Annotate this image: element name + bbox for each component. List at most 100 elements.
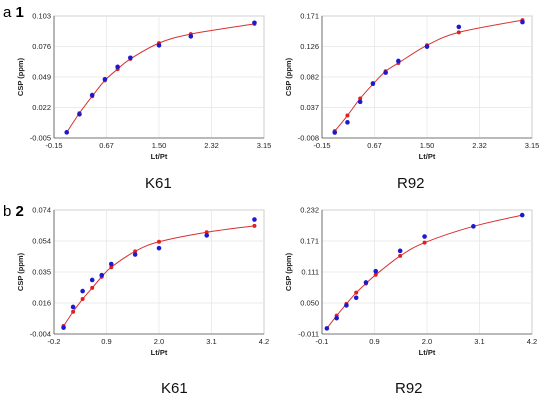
x-tick-label: 3.1 — [206, 337, 216, 346]
observed-point — [115, 64, 120, 70]
observed-point — [383, 70, 388, 75]
y-tick-label: 0.054 — [32, 237, 51, 246]
observed-point — [373, 268, 379, 274]
observed-point — [357, 99, 363, 105]
x-tick-label: 0.9 — [101, 337, 111, 346]
x-axis-title: Lt/Pt — [419, 348, 436, 357]
observed-point — [64, 130, 70, 135]
observed-point — [252, 20, 257, 26]
y-tick-label: 0.037 — [300, 103, 319, 112]
x-axis-title: Lt/Pt — [151, 348, 168, 357]
observed-point — [132, 252, 138, 257]
observed-point — [370, 81, 376, 86]
fitted-point — [90, 285, 95, 290]
observed-point — [252, 217, 257, 222]
observed-point — [422, 234, 427, 239]
x-axis-title: Lt/Pt — [151, 152, 168, 161]
section-letter: b — [3, 203, 12, 220]
observed-point — [70, 304, 76, 310]
y-axis-title: CSP (ppm) — [284, 252, 293, 291]
observed-point — [89, 92, 95, 98]
fitted-point — [358, 96, 363, 101]
observed-point — [363, 280, 369, 285]
x-axis-title: Lt/Pt — [419, 152, 436, 161]
section-letter: a — [3, 4, 12, 21]
chart-b2-k61: -0.2 0.9 2.0 3.1 4.2 -0.004 0.016 0.035 0.054 0.0… — [16, 206, 269, 358]
y-axis-title: CSP (ppm) — [16, 252, 25, 291]
observed-point — [108, 261, 114, 267]
observed-point — [520, 19, 525, 25]
x-tick-label: 2.32 — [204, 141, 219, 150]
fitted-point — [204, 230, 209, 235]
y-tick-label: 0.232 — [300, 206, 319, 215]
observed-point — [89, 277, 95, 283]
fitted-point — [133, 249, 138, 254]
x-tick-label: -0.15 — [45, 141, 62, 150]
observed-point — [332, 130, 338, 135]
y-tick-label: 0.049 — [32, 73, 51, 82]
chart-a1-r92: -0.15 0.67 1.50 2.32 3.15 -0.008 0.037 0.082 0.1… — [284, 12, 539, 162]
section-label-a1: a 1 — [3, 4, 24, 21]
x-tick-label: 3.1 — [474, 337, 484, 346]
x-tick-label: 0.67 — [367, 141, 382, 150]
x-tick-label: 3.15 — [257, 141, 272, 150]
observed-point — [424, 44, 430, 49]
chart-a1-k61: -0.15 0.67 1.50 2.32 3.15 -0.005 0.022 0.049 0.0… — [16, 12, 272, 162]
x-tick-label: 1.50 — [152, 141, 167, 150]
x-tick-label: -0.2 — [48, 337, 61, 346]
x-tick-label: 0.67 — [99, 141, 114, 150]
fitted-point — [422, 240, 427, 245]
y-tick-label: 0.082 — [300, 73, 319, 82]
x-tick-label: 0.9 — [369, 337, 379, 346]
fitted-point — [80, 297, 85, 302]
y-tick-label: 0.022 — [32, 103, 51, 112]
fitted-point — [354, 290, 359, 295]
observed-point — [188, 34, 194, 39]
residue-label-b2-right: R92 — [395, 380, 423, 397]
fitted-point — [71, 309, 76, 314]
x-tick-label: 2.0 — [154, 337, 164, 346]
fit-curve — [63, 225, 255, 327]
fitted-point — [157, 239, 161, 244]
y-tick-label: 0.126 — [300, 42, 319, 51]
x-tick-label: 4.2 — [259, 337, 269, 346]
y-tick-label: -0.004 — [30, 330, 51, 339]
section-number: 1 — [15, 4, 24, 21]
fitted-point — [345, 113, 350, 118]
fitted-point — [456, 30, 461, 35]
observed-point — [471, 224, 476, 229]
y-tick-label: 0.111 — [301, 268, 319, 277]
y-tick-label: 0.171 — [300, 237, 319, 246]
observed-point — [156, 245, 162, 251]
observed-point — [204, 233, 210, 238]
observed-point — [99, 272, 105, 278]
y-tick-label: 0.076 — [32, 42, 51, 51]
chart-b2-r92: -0.1 0.9 2.0 3.1 4.2 -0.011 0.050 0.111 0.171 0.2… — [284, 206, 537, 358]
observed-point — [61, 325, 66, 330]
y-tick-label: 0.171 — [300, 12, 319, 21]
y-axis-title: CSP (ppm) — [16, 57, 25, 96]
residue-label-b2-left: K61 — [161, 380, 188, 397]
fitted-point — [373, 272, 378, 277]
observed-point — [396, 58, 401, 64]
y-tick-label: 0.074 — [32, 206, 51, 215]
observed-point — [353, 295, 359, 301]
observed-point — [456, 24, 462, 30]
observed-point — [344, 303, 349, 308]
x-tick-label: 2.0 — [422, 337, 432, 346]
fitted-point — [398, 253, 403, 258]
x-tick-label: -0.1 — [316, 337, 329, 346]
fitted-point — [252, 223, 257, 228]
observed-point — [324, 326, 330, 331]
observed-point — [345, 120, 350, 125]
observed-point — [334, 315, 339, 321]
observed-point — [156, 43, 162, 48]
observed-point — [80, 288, 85, 294]
y-tick-label: -0.011 — [298, 330, 319, 339]
x-tick-label: 2.32 — [472, 141, 487, 150]
y-axis-title: CSP (ppm) — [284, 57, 293, 96]
residue-label-a1-left: K61 — [145, 175, 172, 192]
y-tick-label: 0.016 — [32, 299, 51, 308]
observed-point — [128, 55, 133, 61]
observed-point — [102, 76, 108, 82]
